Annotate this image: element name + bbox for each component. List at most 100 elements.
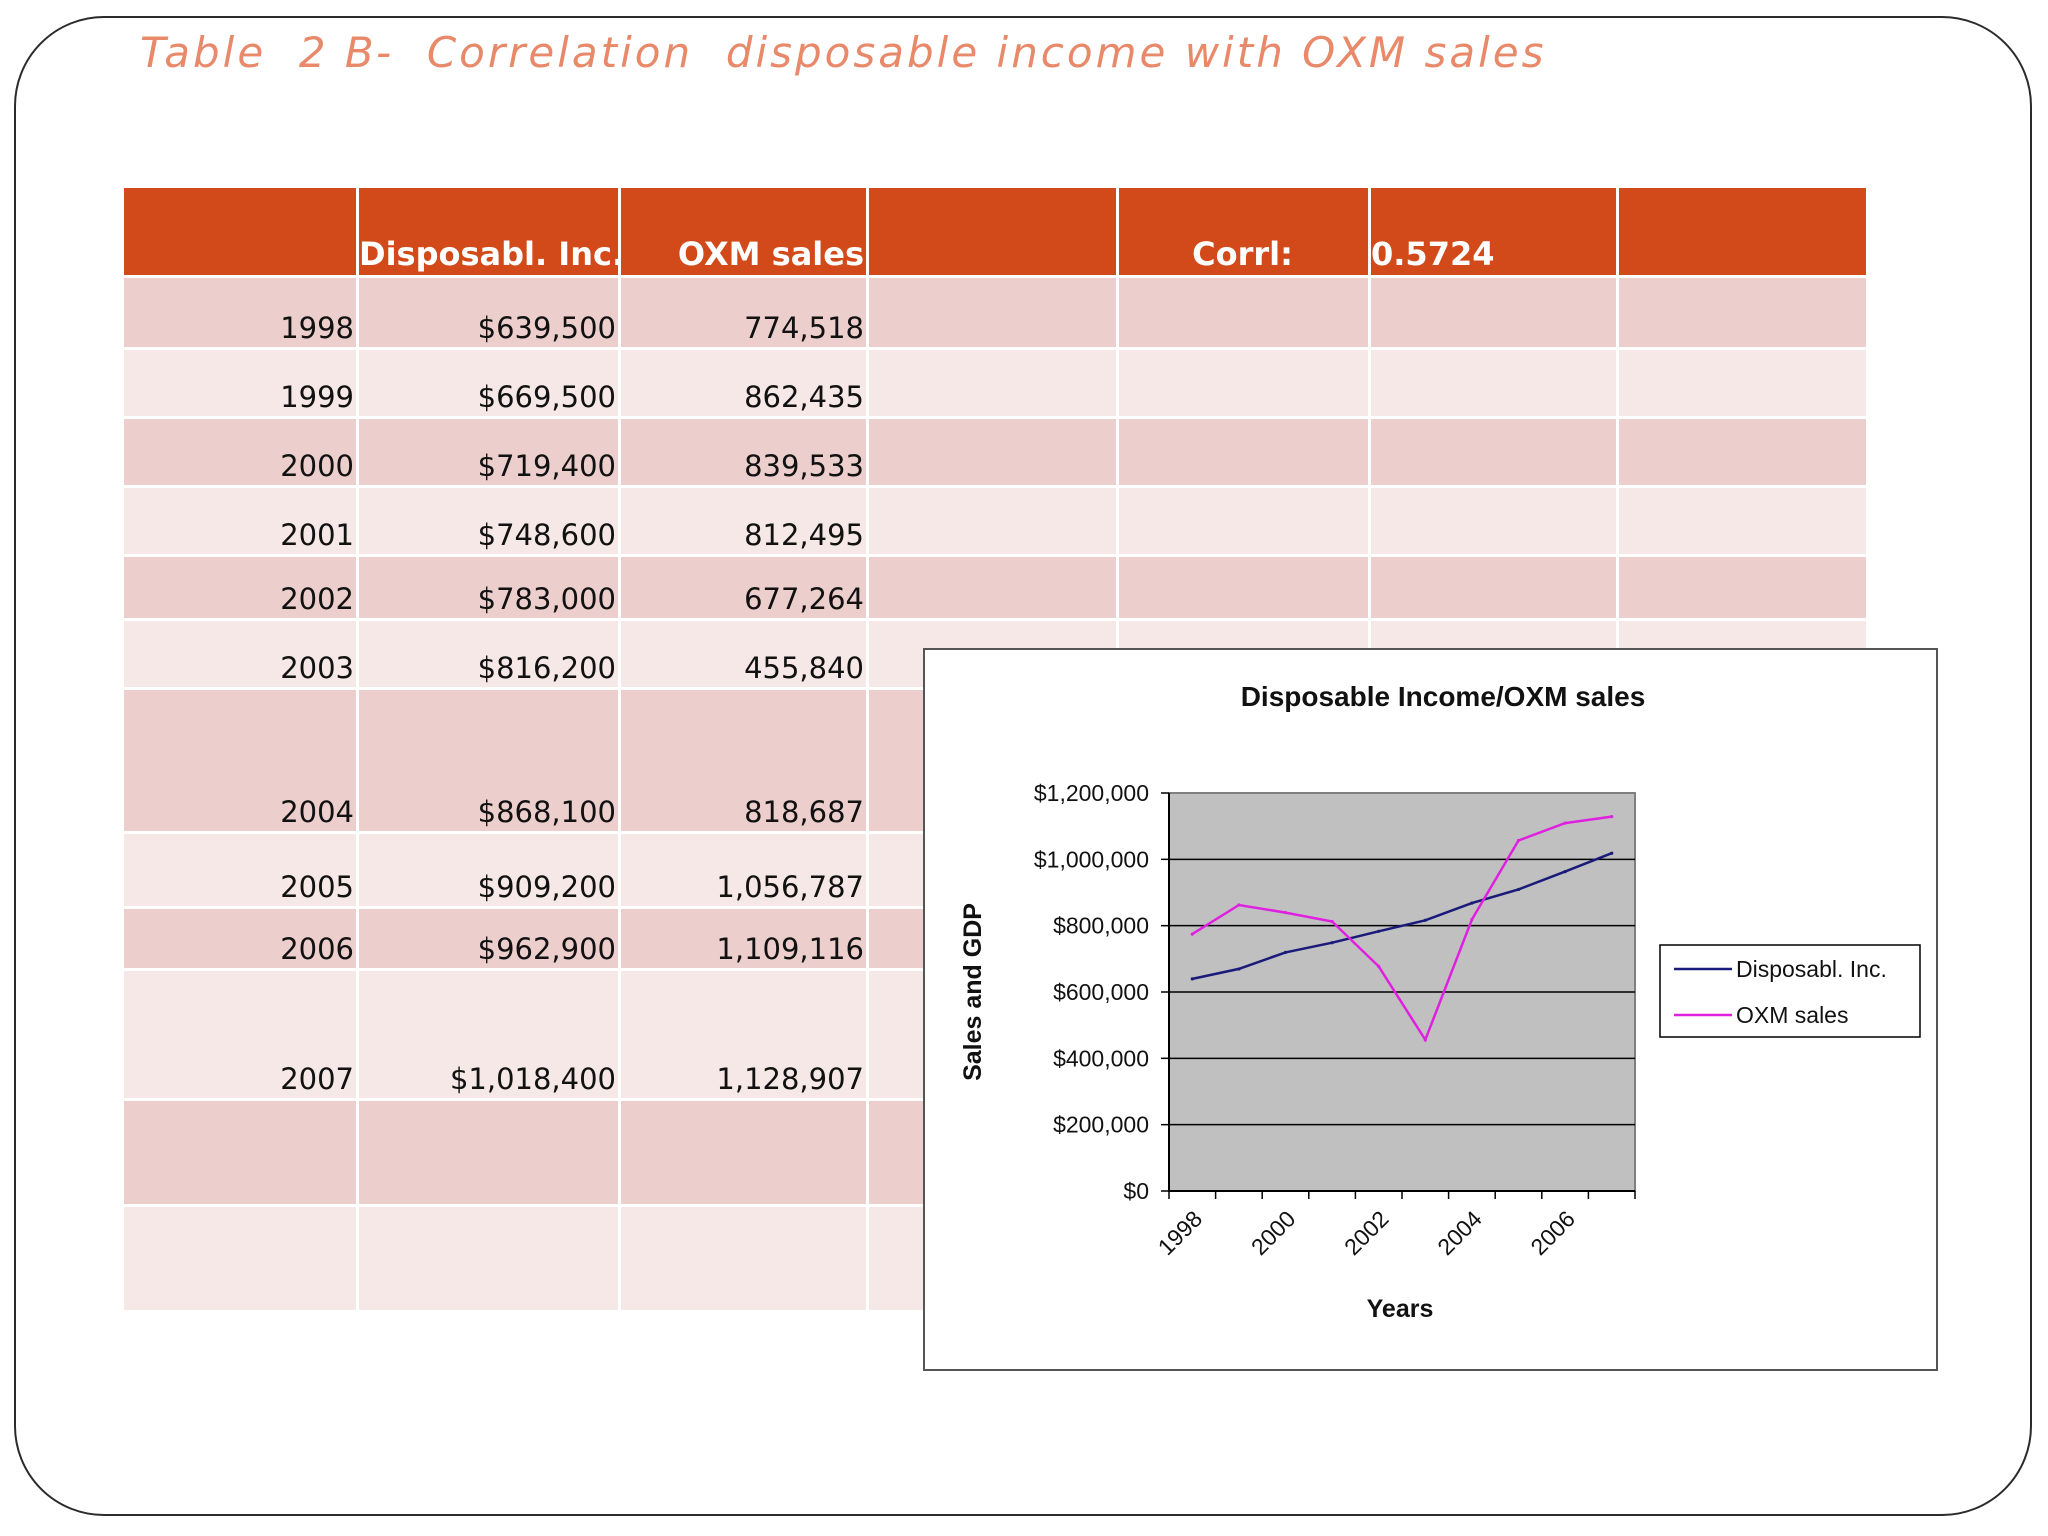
- empty-cell: [1116, 416, 1371, 488]
- oxm-sales-cell: 818,687: [618, 687, 869, 834]
- year-cell: 2004: [121, 687, 359, 834]
- x-tick-label: 2004: [1432, 1205, 1487, 1260]
- disposable-income-cell: $748,600: [356, 485, 621, 557]
- empty-cell: [1116, 275, 1371, 350]
- data-point: [1470, 917, 1474, 922]
- disposable-income-cell: $909,200: [356, 831, 621, 909]
- empty-cell: [1616, 485, 1869, 557]
- disposable-income-cell: $1,018,400: [356, 968, 621, 1101]
- empty-cell: [1116, 485, 1371, 557]
- series-line-1: [1191, 815, 1612, 1043]
- year-cell: 2003: [121, 618, 359, 690]
- empty-cell: [866, 416, 1119, 488]
- header-cell-disposable-income: Disposabl. Inc.: [356, 185, 624, 278]
- header-cell-oxm-sales: OXM sales: [618, 185, 869, 278]
- data-point: [1330, 919, 1334, 924]
- disposable-income-cell: $639,500: [356, 275, 621, 350]
- disposable-income-cell: $868,100: [356, 687, 621, 834]
- empty-cell: [866, 347, 1119, 419]
- empty-cell: [1616, 416, 1869, 488]
- y-tick-label: $200,000: [1053, 1112, 1149, 1138]
- empty-cell: [1368, 275, 1619, 350]
- y-tick-label: $800,000: [1053, 913, 1149, 939]
- empty-cell: [1368, 347, 1619, 419]
- empty-cell: [1116, 347, 1371, 419]
- year-cell: 2007: [121, 968, 359, 1101]
- oxm-sales-cell: 774,518: [618, 275, 869, 350]
- table-row: 2002 $783,000 677,264: [121, 554, 1869, 621]
- x-tick-label: 2002: [1339, 1206, 1394, 1261]
- disposable-income-cell: $816,200: [356, 618, 621, 690]
- data-point: [1563, 870, 1567, 874]
- data-point: [1423, 918, 1427, 922]
- y-tick-label: $600,000: [1053, 979, 1149, 1005]
- oxm-sales-cell: 812,495: [618, 485, 869, 557]
- header-cell-blank: [866, 185, 1119, 278]
- header-cell-blank: [1616, 185, 1869, 278]
- data-point: [1330, 941, 1334, 945]
- table-row: 1999 $669,500 862,435: [121, 347, 1869, 419]
- oxm-sales-cell: 1,109,116: [618, 906, 869, 971]
- data-point: [1377, 964, 1381, 968]
- legend-label: Disposabl. Inc.: [1736, 956, 1887, 982]
- oxm-sales-cell: 677,264: [618, 554, 869, 621]
- empty-cell: [866, 485, 1119, 557]
- empty-cell: [1116, 554, 1371, 621]
- data-point: [1610, 814, 1614, 819]
- data-point: [1237, 903, 1241, 907]
- y-tick-label: $400,000: [1053, 1045, 1149, 1071]
- slide-title: Table 2 B- Correlation disposable income…: [140, 28, 1547, 77]
- data-point: [1516, 838, 1521, 843]
- data-point: [1237, 967, 1241, 971]
- oxm-sales-cell: 862,435: [618, 347, 869, 419]
- year-cell: 2001: [121, 485, 359, 557]
- chart-panel: Disposable Income/OXM sales $0 $200,000 $40…: [923, 648, 1938, 1371]
- data-point: [1470, 901, 1474, 905]
- slide-frame: [14, 16, 2032, 1516]
- disposable-income-cell: $719,400: [356, 416, 621, 488]
- year-cell: 1999: [121, 347, 359, 419]
- x-axis-label: Years: [1367, 1295, 1434, 1323]
- header-cell-correlation-value: 0.5724: [1368, 185, 1619, 278]
- empty-cell: [1368, 416, 1619, 488]
- oxm-sales-cell: [618, 1098, 869, 1207]
- disposable-income-cell: $669,500: [356, 347, 621, 419]
- series-line-0: [1192, 852, 1613, 981]
- table-header-row: Disposabl. Inc. OXM sales Corrl: 0.5724: [121, 185, 1869, 278]
- year-cell: 2000: [121, 416, 359, 488]
- data-point: [1283, 950, 1288, 954]
- disposable-income-cell: $962,900: [356, 906, 621, 971]
- year-cell: [121, 1204, 359, 1313]
- empty-cell: [1368, 485, 1619, 557]
- disposable-income-cell: [356, 1098, 621, 1207]
- y-tick-label: $1,200,000: [1034, 780, 1149, 806]
- year-cell: 2005: [121, 831, 359, 909]
- table-row: 2001 $748,600 812,495: [121, 485, 1869, 557]
- data-point: [1516, 887, 1521, 892]
- y-tick-label: $0: [1123, 1178, 1149, 1204]
- data-point: [1377, 929, 1381, 933]
- table-row: 1998 $639,500 774,518: [121, 275, 1869, 350]
- year-cell: [121, 1098, 359, 1207]
- data-point: [1190, 977, 1194, 981]
- disposable-income-cell: [356, 1204, 621, 1313]
- year-cell: 1998: [121, 275, 359, 350]
- oxm-sales-cell: 455,840: [618, 618, 869, 690]
- year-cell: 2006: [121, 906, 359, 971]
- empty-cell: [1616, 275, 1869, 350]
- x-tick-label: 2006: [1525, 1206, 1580, 1261]
- data-point: [1610, 851, 1614, 855]
- empty-cell: [1616, 554, 1869, 621]
- header-cell-correlation-label: Corrl:: [1116, 185, 1371, 278]
- year-cell: 2002: [121, 554, 359, 621]
- legend-label: OXM sales: [1736, 1002, 1848, 1028]
- chart: Disposable Income/OXM sales $0 $200,000 $40…: [959, 681, 1921, 1323]
- legend-box: [1659, 944, 1921, 1038]
- data-point: [1423, 1038, 1427, 1042]
- empty-cell: [1616, 347, 1869, 419]
- empty-cell: [866, 554, 1119, 621]
- chart-title: Disposable Income/OXM sales: [1241, 681, 1646, 712]
- oxm-sales-cell: 1,056,787: [618, 831, 869, 909]
- data-point: [1283, 910, 1288, 915]
- empty-cell: [1368, 554, 1619, 621]
